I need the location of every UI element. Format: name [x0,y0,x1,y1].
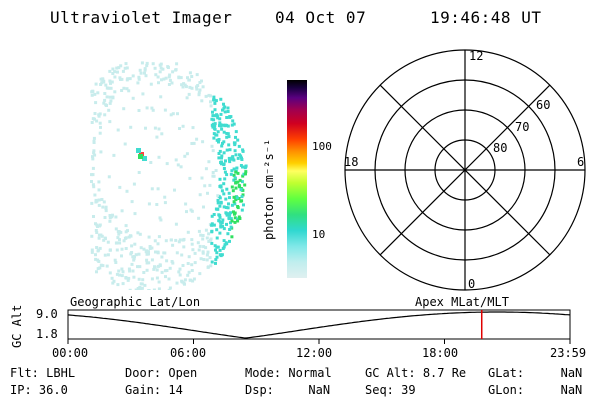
alt-frame [67,309,571,340]
mlt-label-6: 6 [577,155,584,169]
door-value: Open [168,366,198,380]
status-ip: IP: 36.0 [10,383,68,397]
gain-value: 14 [168,383,183,397]
colorbar [287,80,307,278]
gcalt-value: 8.7 Re [422,366,467,380]
mode-value: Normal [288,366,332,380]
status-gain: Gain: 14 [125,383,183,397]
xtick-1200: 12:00 [296,346,333,360]
gain-label: Gain: [125,383,162,397]
alt-curve [67,311,571,339]
xtick-1800: 18:00 [422,346,459,360]
polar-axis-diag2 [379,84,551,256]
glon-value: NaN [560,383,583,397]
xtick-0000: 00:00 [52,346,89,360]
lat-label-70: 70 [515,120,529,134]
seq-value: 39 [401,383,416,397]
gcalt-label: GC Alt: [365,366,416,380]
status-mode: Mode: Normal [245,366,332,380]
seq-label: Seq: [365,383,394,397]
mlt-label-0: 0 [468,277,475,291]
door-label: Door: [125,366,162,380]
geographic-caption: Geographic Lat/Lon [70,295,201,309]
glat-value: NaN [560,366,583,380]
lat-label-80: 80 [493,141,507,155]
date-label: 04 Oct 07 [275,8,367,27]
mlt-label-12: 12 [469,49,483,63]
glon-label: GLon: [488,383,525,397]
status-gcalt: GC Alt: 8.7 Re [365,366,466,380]
time-label: 19:46:48 UT [430,8,542,27]
ip-value: 36.0 [38,383,68,397]
apex-caption: Apex MLat/MLT [415,295,509,309]
mlt-label-18: 18 [344,155,358,169]
colorbar-tick-10: 10 [312,228,326,241]
xtick-2359: 23:59 [550,346,587,360]
status-dsp: Dsp: NaN [245,383,330,397]
xtick-0600: 06:00 [170,346,207,360]
status-seq: Seq: 39 [365,383,416,397]
aurora-image [90,61,248,290]
alt-ymax: 9.0 [36,307,58,321]
status-door: Door: Open [125,366,197,380]
flt-label: Flt: [10,366,39,380]
ip-label: IP: [10,383,32,397]
lat-label-60: 60 [536,98,550,112]
mode-label: Mode: [245,366,282,380]
polar-plot: 12 18 6 0 60 70 80 [344,49,586,291]
app-title: Ultraviolet Imager [50,8,233,27]
status-glat: GLat: NaN [488,366,582,380]
dsp-label: Dsp: [245,383,274,397]
status-flt: Flt: LBHL [10,366,75,380]
alt-ymin: 1.8 [36,327,58,341]
flt-value: LBHL [46,366,76,380]
dsp-value: NaN [308,383,331,397]
status-glon: GLon: NaN [488,383,582,397]
glat-label: GLat: [488,366,525,380]
colorbar-tick-100: 100 [312,140,332,153]
